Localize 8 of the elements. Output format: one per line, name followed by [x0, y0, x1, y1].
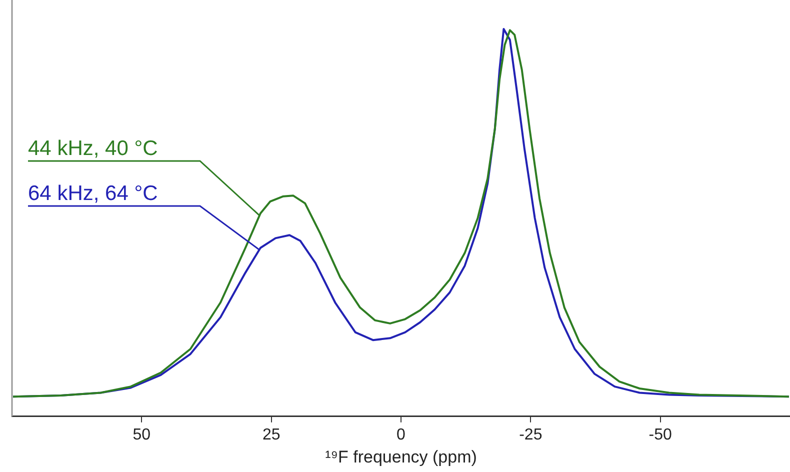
x-tick-label: 50	[132, 426, 151, 444]
x-tick-label: 0	[396, 426, 406, 444]
x-axis-title: ¹⁹F frequency (ppm)	[325, 447, 477, 466]
x-tick-label: 25	[262, 426, 280, 444]
x-tick-label: -50	[648, 426, 672, 444]
text: 64 kHz, 64 °C	[28, 182, 158, 205]
x-tick-label: -25	[519, 426, 542, 444]
text: 44 kHz, 40 °C	[28, 137, 158, 160]
